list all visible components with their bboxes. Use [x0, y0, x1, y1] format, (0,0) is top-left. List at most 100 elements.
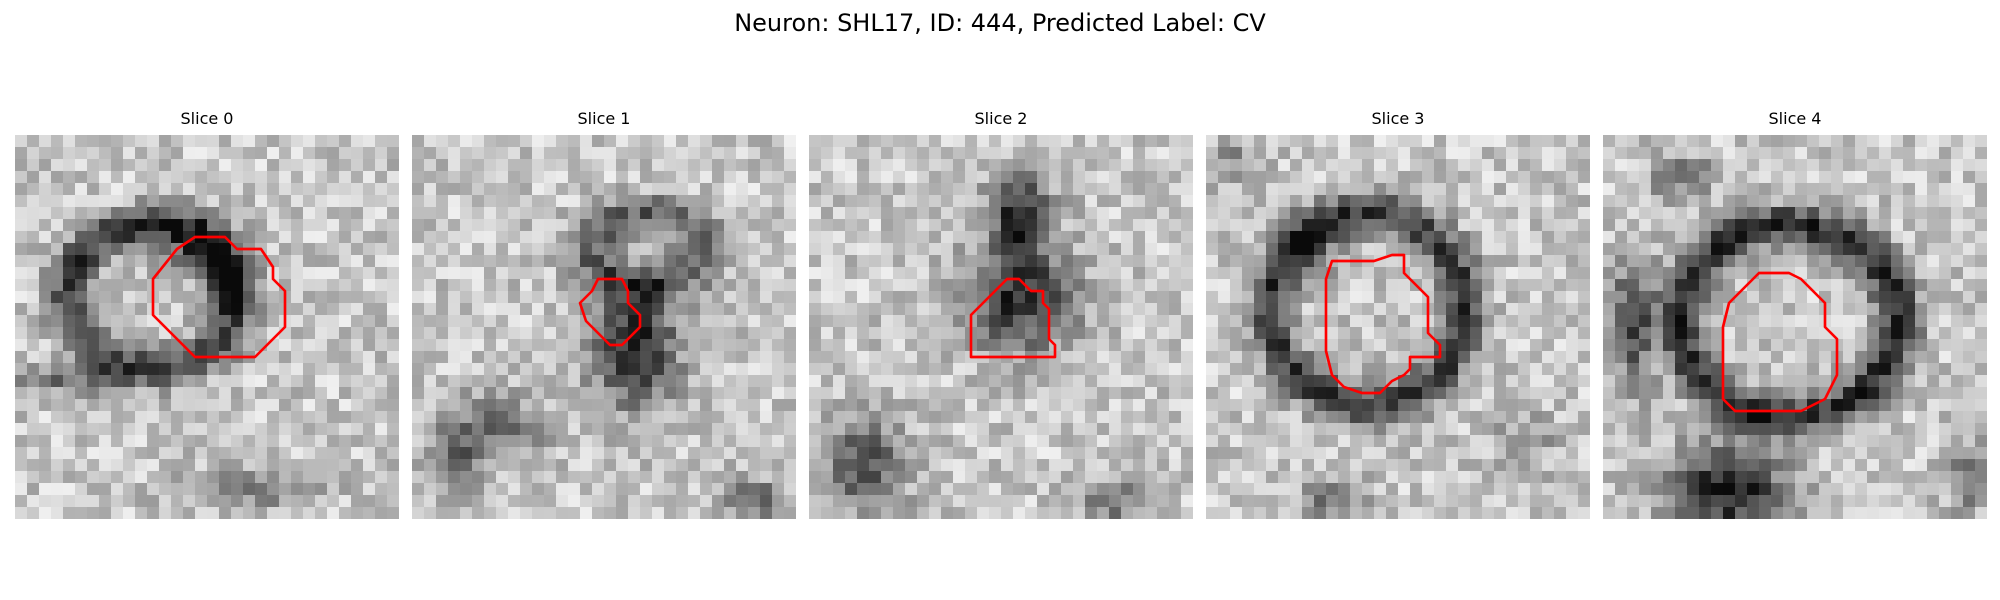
image-pixel — [1242, 147, 1254, 159]
image-pixel — [267, 447, 279, 459]
image-pixel — [1915, 147, 1927, 159]
image-pixel — [1855, 375, 1867, 387]
image-pixel — [1025, 195, 1037, 207]
image-pixel — [1374, 339, 1386, 351]
image-pixel — [327, 471, 339, 483]
image-pixel — [1230, 495, 1242, 507]
image-pixel — [1169, 291, 1181, 303]
image-pixel — [977, 399, 989, 411]
image-pixel — [484, 315, 496, 327]
image-pixel — [893, 267, 905, 279]
image-pixel — [99, 159, 111, 171]
image-pixel — [195, 459, 207, 471]
image-pixel — [171, 279, 183, 291]
image-pixel — [1314, 351, 1326, 363]
image-pixel — [1133, 231, 1145, 243]
image-pixel — [556, 171, 568, 183]
image-pixel — [1603, 231, 1615, 243]
image-pixel — [1807, 423, 1819, 435]
image-pixel — [1831, 195, 1843, 207]
image-pixel — [1651, 435, 1663, 447]
image-pixel — [412, 207, 424, 219]
image-pixel — [1001, 399, 1013, 411]
image-pixel — [472, 363, 484, 375]
image-pixel — [484, 279, 496, 291]
image-pixel — [1398, 171, 1410, 183]
image-pixel — [1867, 387, 1879, 399]
image-pixel — [688, 207, 700, 219]
image-pixel — [809, 411, 821, 423]
image-pixel — [1915, 243, 1927, 255]
image-pixel — [1867, 231, 1879, 243]
image-pixel — [1675, 231, 1687, 243]
image-pixel — [1314, 219, 1326, 231]
image-pixel — [1037, 279, 1049, 291]
image-pixel — [1530, 411, 1542, 423]
image-pixel — [1097, 243, 1109, 255]
image-pixel — [604, 243, 616, 255]
image-pixel — [1915, 255, 1927, 267]
image-pixel — [1230, 399, 1242, 411]
image-pixel — [568, 483, 580, 495]
image-pixel — [99, 495, 111, 507]
image-pixel — [484, 291, 496, 303]
image-pixel — [183, 195, 195, 207]
image-pixel — [1807, 315, 1819, 327]
image-pixel — [339, 291, 351, 303]
image-pixel — [1687, 231, 1699, 243]
image-pixel — [1615, 387, 1627, 399]
image-pixel — [1097, 351, 1109, 363]
image-pixel — [532, 327, 544, 339]
image-pixel — [520, 255, 532, 267]
image-pixel — [412, 483, 424, 495]
image-pixel — [1302, 159, 1314, 171]
image-pixel — [1566, 231, 1578, 243]
image-pixel — [195, 447, 207, 459]
image-pixel — [1374, 135, 1386, 147]
image-pixel — [1963, 219, 1975, 231]
image-pixel — [1711, 387, 1723, 399]
image-pixel — [845, 423, 857, 435]
image-pixel — [1506, 411, 1518, 423]
image-pixel — [1747, 219, 1759, 231]
image-pixel — [219, 339, 231, 351]
image-pixel — [496, 327, 508, 339]
image-pixel — [1939, 183, 1951, 195]
image-pixel — [195, 195, 207, 207]
image-pixel — [772, 219, 784, 231]
image-pixel — [1603, 387, 1615, 399]
image-pixel — [977, 471, 989, 483]
image-pixel — [929, 411, 941, 423]
image-pixel — [1097, 495, 1109, 507]
image-pixel — [267, 207, 279, 219]
image-pixel — [1482, 387, 1494, 399]
image-pixel — [1627, 291, 1639, 303]
image-pixel — [1001, 447, 1013, 459]
image-pixel — [412, 267, 424, 279]
image-pixel — [905, 171, 917, 183]
image-pixel — [893, 411, 905, 423]
image-pixel — [1410, 255, 1422, 267]
image-pixel — [941, 315, 953, 327]
image-pixel — [1963, 363, 1975, 375]
image-pixel — [351, 423, 363, 435]
image-pixel — [1783, 447, 1795, 459]
image-pixel — [1434, 459, 1446, 471]
image-pixel — [1542, 435, 1554, 447]
image-pixel — [412, 231, 424, 243]
image-pixel — [1975, 243, 1987, 255]
image-pixel — [1711, 423, 1723, 435]
image-pixel — [1975, 447, 1987, 459]
image-pixel — [736, 147, 748, 159]
image-pixel — [760, 147, 772, 159]
image-pixel — [1458, 399, 1470, 411]
image-pixel — [1458, 279, 1470, 291]
image-pixel — [1554, 171, 1566, 183]
image-pixel — [1037, 147, 1049, 159]
image-pixel — [1338, 231, 1350, 243]
image-pixel — [351, 267, 363, 279]
image-pixel — [989, 171, 1001, 183]
image-pixel — [893, 507, 905, 519]
image-pixel — [1097, 327, 1109, 339]
image-pixel — [1879, 291, 1891, 303]
